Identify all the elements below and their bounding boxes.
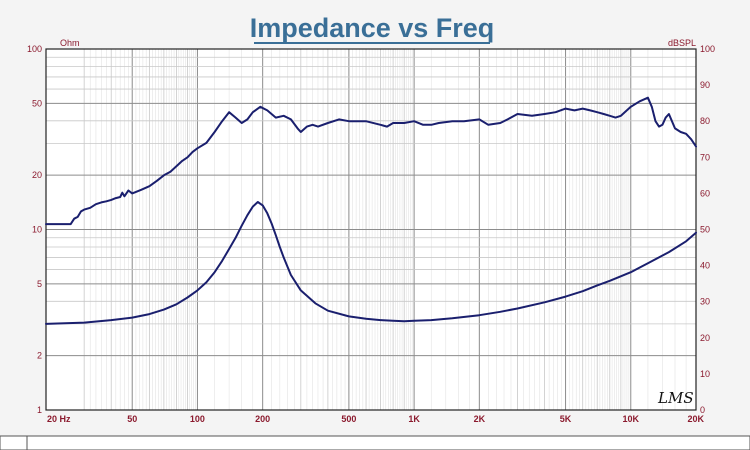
right-axis-unit: dBSPL	[668, 38, 696, 48]
right-tick-label: 100	[700, 44, 715, 54]
right-tick-label: 70	[700, 152, 710, 162]
left-axis-unit: Ohm	[60, 38, 80, 48]
left-tick-label: 10	[32, 225, 42, 235]
x-tick-label: 5K	[560, 414, 572, 424]
left-axis-ticks: 1 2 5 10 20 50 100	[27, 44, 42, 415]
right-tick-label: 50	[700, 225, 710, 235]
right-tick-label: 20	[700, 333, 710, 343]
spl-curve	[45, 96, 697, 226]
x-tick-label: 500	[341, 414, 356, 424]
impedance-curve	[45, 201, 697, 325]
left-tick-label: 100	[27, 44, 42, 54]
right-tick-label: 0	[700, 405, 705, 415]
left-tick-label: 50	[32, 98, 42, 108]
right-axis-ticks: 0 10 20 30 40 50 60 70 80 90 100	[700, 44, 715, 415]
left-tick-label: 1	[37, 405, 42, 415]
x-tick-label: 20K	[687, 414, 704, 424]
x-tick-label: 10K	[623, 414, 640, 424]
bottom-panel	[0, 435, 750, 450]
x-tick-label: 200	[255, 414, 270, 424]
grid	[46, 49, 696, 410]
left-tick-label: 2	[37, 351, 42, 361]
right-tick-label: 40	[700, 261, 710, 271]
x-tick-label: 20 Hz	[47, 414, 71, 424]
right-tick-label: 80	[700, 116, 710, 126]
left-tick-label: 5	[37, 279, 42, 289]
x-tick-label: 1K	[408, 414, 420, 424]
right-tick-label: 90	[700, 80, 710, 90]
left-tick-label: 20	[32, 170, 42, 180]
right-tick-label: 60	[700, 188, 710, 198]
x-tick-label: 100	[190, 414, 205, 424]
brand-mark: LMS	[657, 389, 694, 407]
x-tick-label: 50	[127, 414, 137, 424]
right-tick-label: 30	[700, 297, 710, 307]
plot-frame	[45, 48, 697, 411]
right-tick-label: 10	[700, 369, 710, 379]
x-axis-ticks: 20 Hz 50 100 200 500 1K 2K 5K 10K 20K	[47, 414, 704, 424]
chart-title: Impedance vs Freq	[250, 13, 495, 43]
series	[45, 96, 697, 325]
x-tick-label: 2K	[474, 414, 486, 424]
